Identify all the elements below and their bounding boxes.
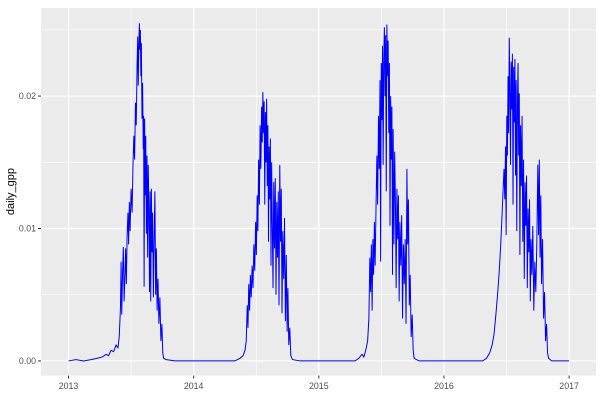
- y-tick-label: 0.02: [19, 91, 36, 101]
- x-tick-label: 2017: [559, 381, 579, 391]
- x-tick-label: 2015: [309, 381, 329, 391]
- x-tick-label: 2016: [434, 381, 454, 391]
- x-tick-label: 2013: [59, 381, 79, 391]
- data-line: [68, 23, 570, 362]
- y-tick-label: 0.00: [19, 356, 36, 366]
- x-tick-label: 2014: [184, 381, 204, 391]
- y-tick-label: 0.01: [19, 224, 36, 234]
